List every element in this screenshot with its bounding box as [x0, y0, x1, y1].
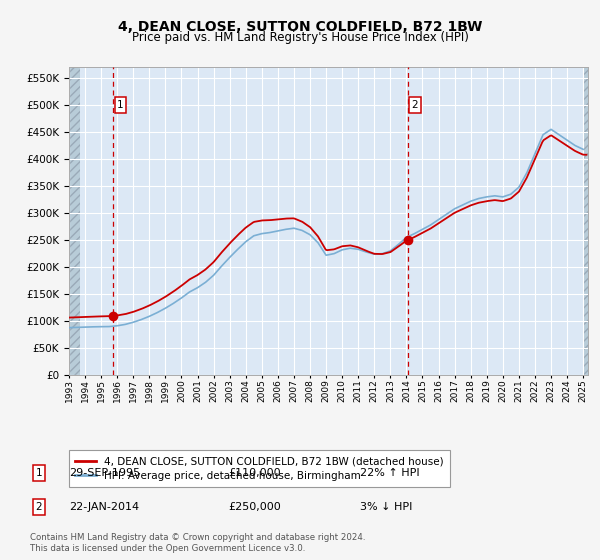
Bar	[69, 67, 80, 375]
Text: 22-JAN-2014: 22-JAN-2014	[69, 502, 139, 512]
Text: Price paid vs. HM Land Registry's House Price Index (HPI): Price paid vs. HM Land Registry's House …	[131, 31, 469, 44]
Legend: 4, DEAN CLOSE, SUTTON COLDFIELD, B72 1BW (detached house), HPI: Average price, d: 4, DEAN CLOSE, SUTTON COLDFIELD, B72 1BW…	[69, 450, 451, 487]
Text: 3% ↓ HPI: 3% ↓ HPI	[360, 502, 412, 512]
Text: 1: 1	[117, 100, 124, 110]
Text: 22% ↑ HPI: 22% ↑ HPI	[360, 468, 419, 478]
Text: 1: 1	[35, 468, 43, 478]
Text: 4, DEAN CLOSE, SUTTON COLDFIELD, B72 1BW: 4, DEAN CLOSE, SUTTON COLDFIELD, B72 1BW	[118, 20, 482, 34]
Text: Contains HM Land Registry data © Crown copyright and database right 2024.
This d: Contains HM Land Registry data © Crown c…	[30, 533, 365, 553]
Bar	[583, 67, 588, 375]
Text: 29-SEP-1995: 29-SEP-1995	[69, 468, 140, 478]
Text: £250,000: £250,000	[228, 502, 281, 512]
Text: £110,000: £110,000	[228, 468, 281, 478]
Text: 2: 2	[412, 100, 418, 110]
Text: 2: 2	[35, 502, 43, 512]
